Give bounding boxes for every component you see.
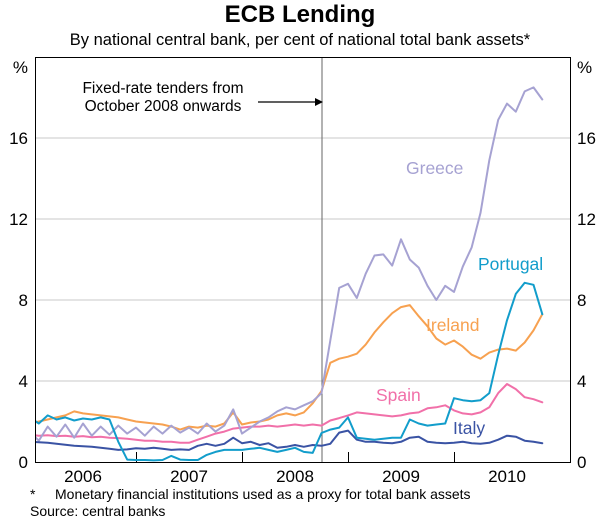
series-line-greece [35,86,544,442]
x-year-label-2007: 2007 [170,467,208,486]
y-tick-left-8: 8 [19,291,28,310]
event-annotation-line1: Fixed-rate tenders from [82,80,244,97]
footnote-row: * Monetary financial institutions used a… [30,486,590,503]
x-year-label-2008: 2008 [276,467,314,486]
y-unit-left: % [13,58,28,77]
x-year-label-2009: 2009 [382,467,420,486]
series-line-ireland [35,304,544,431]
event-annotation: Fixed-rate tenders from October 2008 onw… [48,80,278,116]
y-tick-left-16: 16 [9,129,28,148]
footnote-text: Monetary financial institutions used as … [55,486,471,502]
chart-header: ECB Lending By national central bank, pe… [0,1,600,50]
source-text: Source: central banks [30,503,166,519]
plot-frame [35,57,571,463]
series-label-greece: Greece [406,158,464,178]
y-unit-right: % [577,58,592,77]
series-line-portugal [35,281,544,462]
chart-title: ECB Lending [224,1,376,28]
series-label-italy: Italy [453,418,486,438]
y-tick-left-12: 12 [9,210,28,229]
series-label-portugal: Portugal [478,254,544,274]
series-label-spain: Spain [376,385,421,405]
x-year-label-2006: 2006 [64,467,102,486]
y-tick-right-4: 4 [577,372,586,391]
series-label-ireland: Ireland [426,315,480,335]
footnote-marker: * [30,486,36,502]
chart-subtitle: By national central bank, per cent of na… [69,31,531,50]
x-year-label-2010: 2010 [488,467,526,486]
event-annotation-line2: October 2008 onwards [84,98,242,115]
y-tick-right-0: 0 [577,453,586,472]
annotation-arrow-head [315,98,323,106]
y-tick-left-4: 4 [19,372,28,391]
chart-footnotes: * Monetary financial institutions used a… [30,486,590,520]
y-tick-right-12: 12 [577,210,596,229]
y-tick-right-16: 16 [577,129,596,148]
series-line-italy [35,429,544,451]
series-line-spain [35,383,544,444]
y-tick-left-0: 0 [19,453,28,472]
y-tick-right-8: 8 [577,291,586,310]
